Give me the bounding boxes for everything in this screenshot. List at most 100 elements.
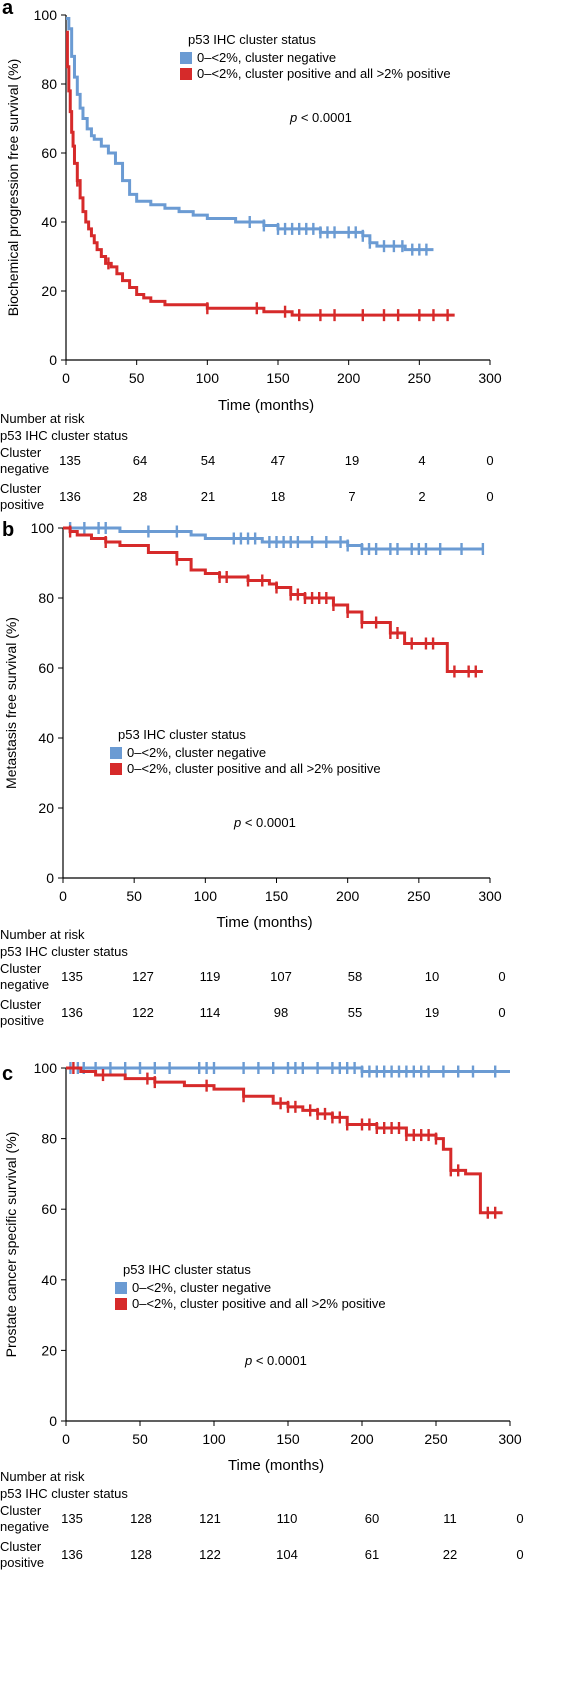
risk-count: 128 xyxy=(130,1511,152,1526)
x-tick-label: 100 xyxy=(196,370,220,386)
risk-count: 60 xyxy=(364,1511,380,1526)
series-line-1 xyxy=(63,526,483,673)
p-value: p < 0.0001 xyxy=(233,815,296,830)
risk-row-label: negative xyxy=(0,461,50,476)
x-tick-label: 0 xyxy=(62,370,70,386)
x-tick-label: 50 xyxy=(129,370,145,386)
series-line-0 xyxy=(66,16,434,252)
y-tick-label: 20 xyxy=(38,800,54,816)
legend-title: p53 IHC cluster status xyxy=(123,1262,251,1277)
risk-count: 19 xyxy=(424,1005,440,1020)
risk-row-label: Cluster xyxy=(0,997,42,1012)
risk-count: 0 xyxy=(516,1511,524,1526)
risk-row-label: negative xyxy=(0,1519,50,1534)
risk-count: 18 xyxy=(270,489,286,504)
legend-swatch xyxy=(110,747,122,759)
risk-table-title: Number at risk xyxy=(0,1469,85,1484)
x-tick-label: 100 xyxy=(194,888,218,904)
series-line-1 xyxy=(65,30,455,317)
x-tick-label: 250 xyxy=(407,888,431,904)
risk-count: 22 xyxy=(442,1547,458,1562)
risk-count: 136 xyxy=(61,1547,83,1562)
risk-count: 47 xyxy=(270,453,286,468)
risk-count: 28 xyxy=(132,489,148,504)
legend-entry: 0–<2%, cluster negative xyxy=(132,1280,271,1295)
p-value-text: < 0.0001 xyxy=(297,110,352,125)
legend-swatch xyxy=(115,1298,127,1310)
x-tick-label: 50 xyxy=(126,888,142,904)
risk-count: 55 xyxy=(347,1005,363,1020)
risk-count: 136 xyxy=(61,1005,83,1020)
risk-count: 0 xyxy=(498,1005,506,1020)
risk-count: 54 xyxy=(200,453,216,468)
legend-swatch xyxy=(115,1282,127,1294)
risk-table-subtitle: p53 IHC cluster status xyxy=(0,428,128,443)
y-tick-label: 100 xyxy=(34,1060,58,1076)
x-tick-label: 300 xyxy=(478,888,502,904)
risk-count: 19 xyxy=(344,453,360,468)
y-tick-label: 80 xyxy=(38,590,54,606)
p-value-symbol: p xyxy=(233,815,241,830)
risk-row-label: positive xyxy=(0,1013,45,1028)
y-tick-label: 100 xyxy=(34,7,58,23)
panel-label: a xyxy=(2,0,14,19)
x-tick-label: 200 xyxy=(336,888,360,904)
x-axis-label: Time (months) xyxy=(216,914,312,931)
risk-table-title: Number at risk xyxy=(0,927,85,942)
x-axis-label: Time (months) xyxy=(218,397,314,414)
risk-count: 61 xyxy=(364,1547,380,1562)
x-tick-label: 50 xyxy=(132,1431,148,1447)
risk-count: 114 xyxy=(199,1005,221,1020)
risk-table-title: Number at risk xyxy=(0,411,85,426)
x-tick-label: 150 xyxy=(276,1431,300,1447)
risk-count: 121 xyxy=(199,1511,221,1526)
x-tick-label: 200 xyxy=(350,1431,374,1447)
y-tick-label: 60 xyxy=(41,1201,57,1217)
legend-title: p53 IHC cluster status xyxy=(118,727,246,742)
risk-count: 0 xyxy=(486,453,494,468)
risk-row-label: Cluster xyxy=(0,961,42,976)
risk-count: 107 xyxy=(270,969,292,984)
y-tick-label: 0 xyxy=(49,1413,57,1429)
risk-table-subtitle: p53 IHC cluster status xyxy=(0,944,128,959)
y-tick-label: 80 xyxy=(41,1131,57,1147)
risk-count: 58 xyxy=(347,969,363,984)
x-tick-label: 0 xyxy=(59,888,67,904)
x-tick-label: 100 xyxy=(202,1431,226,1447)
y-tick-label: 40 xyxy=(41,1272,57,1288)
y-tick-label: 20 xyxy=(41,283,57,299)
legend-swatch xyxy=(180,68,192,80)
risk-count: 0 xyxy=(516,1547,524,1562)
x-tick-label: 0 xyxy=(62,1431,70,1447)
p-value-text: < 0.0001 xyxy=(241,815,296,830)
panel-label: b xyxy=(2,519,14,541)
risk-row-label: positive xyxy=(0,497,45,512)
risk-count: 127 xyxy=(132,969,154,984)
risk-count: 0 xyxy=(498,969,506,984)
p-value: p < 0.0001 xyxy=(289,110,352,125)
risk-count: 2 xyxy=(418,489,426,504)
risk-count: 10 xyxy=(424,969,440,984)
legend-entry: 0–<2%, cluster positive and all >2% posi… xyxy=(132,1296,386,1311)
x-tick-label: 250 xyxy=(408,370,432,386)
risk-table-subtitle: p53 IHC cluster status xyxy=(0,1486,128,1501)
y-tick-label: 80 xyxy=(41,76,57,92)
y-axis-label: Biochemical progression free survival (%… xyxy=(5,59,21,317)
legend-entry: 0–<2%, cluster positive and all >2% posi… xyxy=(197,66,451,81)
risk-count: 21 xyxy=(200,489,216,504)
risk-count: 4 xyxy=(418,453,426,468)
p-value-text: < 0.0001 xyxy=(252,1353,307,1368)
legend-swatch xyxy=(180,52,192,64)
risk-count: 119 xyxy=(199,969,221,984)
legend-entry: 0–<2%, cluster positive and all >2% posi… xyxy=(127,761,381,776)
risk-count: 122 xyxy=(132,1005,154,1020)
risk-count: 136 xyxy=(59,489,81,504)
legend-swatch xyxy=(110,763,122,775)
risk-row-label: positive xyxy=(0,1555,45,1570)
x-tick-label: 200 xyxy=(337,370,361,386)
p-value-symbol: p xyxy=(289,110,297,125)
y-tick-label: 40 xyxy=(38,730,54,746)
risk-row-label: Cluster xyxy=(0,445,42,460)
risk-count: 135 xyxy=(61,1511,83,1526)
legend-entry: 0–<2%, cluster negative xyxy=(127,745,266,760)
